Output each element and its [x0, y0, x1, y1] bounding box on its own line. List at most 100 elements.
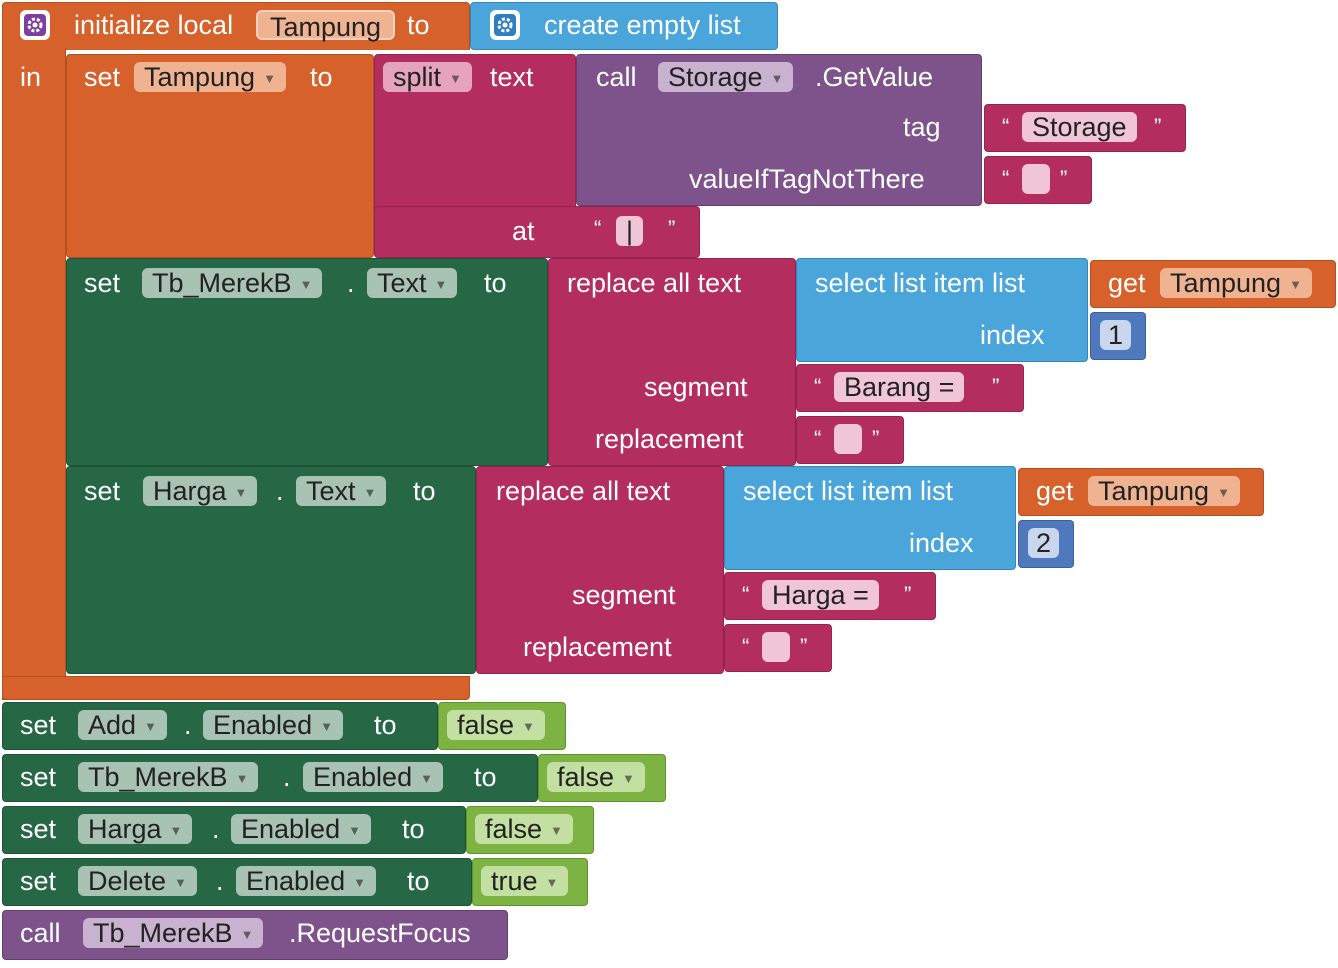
- get-variable-dropdown[interactable]: Tampung ▼: [1160, 268, 1312, 298]
- default-text-field[interactable]: [1022, 164, 1050, 194]
- replace-all-text-block[interactable]: [548, 258, 796, 466]
- triangle-down-icon: ▼: [174, 874, 187, 890]
- set-to-label: to: [474, 762, 497, 792]
- triangle-down-icon: ▼: [522, 718, 535, 734]
- triangle-down-icon: ▼: [235, 770, 249, 786]
- get-variable-dropdown[interactable]: Tampung ▼: [1088, 476, 1240, 506]
- set-variable-name: Tampung: [144, 62, 256, 92]
- replace-all-text-block[interactable]: [476, 466, 724, 674]
- select-list-item-label: select list item list: [815, 268, 1026, 298]
- set-harga-text-block[interactable]: [66, 466, 476, 674]
- index-number-field[interactable]: 1: [1100, 320, 1132, 350]
- component-dropdown[interactable]: Delete ▼: [78, 866, 197, 896]
- segment-text-field[interactable]: Barang =: [834, 372, 965, 402]
- triangle-down-icon: ▼: [363, 484, 377, 500]
- triangle-down-icon: ▼: [1217, 484, 1230, 500]
- storage-component-dropdown[interactable]: Storage ▼: [658, 62, 794, 92]
- set-to-label: to: [310, 62, 333, 92]
- select-list-item-label: select list item list: [743, 476, 954, 506]
- property-name: Enabled: [313, 762, 413, 792]
- triangle-down-icon: ▼: [622, 770, 635, 786]
- close-quote-icon: ”: [904, 582, 912, 607]
- open-quote-icon: “: [1002, 166, 1010, 191]
- replacement-text-field[interactable]: [762, 632, 790, 662]
- property-dropdown[interactable]: Text ▼: [296, 476, 387, 506]
- component-name: Delete: [88, 866, 167, 896]
- index-label: index: [980, 320, 1045, 350]
- triangle-down-icon: ▼: [770, 70, 784, 86]
- component-name: Tb_MerekB: [152, 268, 292, 298]
- set-keyword: set: [20, 710, 57, 740]
- mutator-gear-icon[interactable]: [20, 10, 50, 40]
- split-at-label: at: [512, 216, 535, 246]
- tag-text-value: Storage: [1032, 112, 1127, 142]
- dot-separator: .: [184, 710, 192, 740]
- create-empty-list-label: create empty list: [544, 10, 741, 40]
- component-name: Add: [88, 710, 137, 740]
- initialize-local-footer: [2, 676, 470, 700]
- boolean-dropdown[interactable]: false ▼: [475, 814, 573, 844]
- triangle-down-icon: ▼: [144, 718, 157, 734]
- set-keyword: set: [20, 866, 57, 896]
- split-at-row: [374, 206, 700, 258]
- segment-label: segment: [644, 372, 748, 402]
- triangle-down-icon: ▼: [299, 276, 313, 292]
- boolean-value: false: [485, 814, 543, 844]
- replacement-text-field[interactable]: [834, 424, 862, 454]
- tag-text-field[interactable]: Storage: [1022, 112, 1137, 142]
- get-variable-name: Tampung: [1098, 476, 1210, 506]
- triangle-down-icon: ▼: [234, 484, 248, 500]
- create-list-gear-icon[interactable]: [490, 10, 520, 40]
- component-dropdown[interactable]: Tb_MerekB ▼: [83, 918, 264, 948]
- property-dropdown[interactable]: Enabled ▼: [303, 762, 443, 792]
- triangle-down-icon: ▼: [263, 70, 276, 86]
- property-dropdown[interactable]: Enabled ▼: [236, 866, 376, 896]
- split-mode: split: [393, 62, 442, 92]
- create-empty-list-block[interactable]: [470, 2, 778, 50]
- property-name: Enabled: [213, 710, 313, 740]
- call-keyword: call: [596, 62, 637, 92]
- select-list-item-block[interactable]: [724, 466, 1016, 570]
- close-quote-icon: ”: [992, 374, 1000, 399]
- select-list-item-block[interactable]: [796, 258, 1088, 362]
- set-keyword: set: [84, 62, 121, 92]
- dot-separator: .: [283, 762, 291, 792]
- initialize-local-keyword: initialize local: [74, 10, 234, 40]
- open-quote-icon: “: [594, 216, 602, 241]
- component-dropdown[interactable]: Tb_MerekB ▼: [142, 268, 323, 298]
- dot-separator: .: [216, 866, 224, 896]
- replacement-label: replacement: [595, 424, 744, 454]
- local-variable-name-field[interactable]: Tampung: [256, 10, 396, 42]
- property-dropdown[interactable]: Text ▼: [367, 268, 458, 298]
- set-variable-dropdown[interactable]: Tampung ▼: [134, 62, 286, 92]
- component-dropdown[interactable]: Harga ▼: [78, 814, 193, 844]
- boolean-value: false: [557, 762, 615, 792]
- index-number-field[interactable]: 2: [1028, 528, 1060, 558]
- initialize-local-block[interactable]: [2, 2, 470, 50]
- set-to-label: to: [402, 814, 425, 844]
- triangle-down-icon: ▼: [353, 874, 366, 890]
- separator-text-field[interactable]: |: [616, 216, 644, 246]
- boolean-dropdown[interactable]: true ▼: [481, 866, 569, 896]
- split-dropdown[interactable]: split ▼: [383, 62, 472, 92]
- triangle-down-icon: ▼: [240, 926, 254, 942]
- index-number-value: 1: [1108, 320, 1124, 350]
- boolean-dropdown[interactable]: false ▼: [547, 762, 645, 792]
- component-dropdown[interactable]: Add ▼: [78, 710, 167, 740]
- property-dropdown[interactable]: Enabled ▼: [231, 814, 371, 844]
- segment-text-field[interactable]: Harga =: [762, 580, 879, 610]
- boolean-dropdown[interactable]: false ▼: [447, 710, 545, 740]
- initialize-to-label: to: [407, 10, 430, 40]
- component-dropdown[interactable]: Harga ▼: [143, 476, 258, 506]
- getvalue-method-label: .GetValue: [815, 62, 934, 92]
- triangle-down-icon: ▼: [550, 822, 563, 838]
- value-if-tag-not-there-label: valueIfTagNotThere: [689, 164, 925, 194]
- get-keyword: get: [1108, 268, 1146, 298]
- property-dropdown[interactable]: Enabled ▼: [203, 710, 343, 740]
- set-to-label: to: [413, 476, 436, 506]
- boolean-value: true: [491, 866, 538, 896]
- tag-label: tag: [903, 112, 941, 142]
- triangle-down-icon: ▼: [449, 70, 462, 86]
- triangle-down-icon: ▼: [545, 874, 559, 890]
- component-dropdown[interactable]: Tb_MerekB ▼: [78, 762, 259, 792]
